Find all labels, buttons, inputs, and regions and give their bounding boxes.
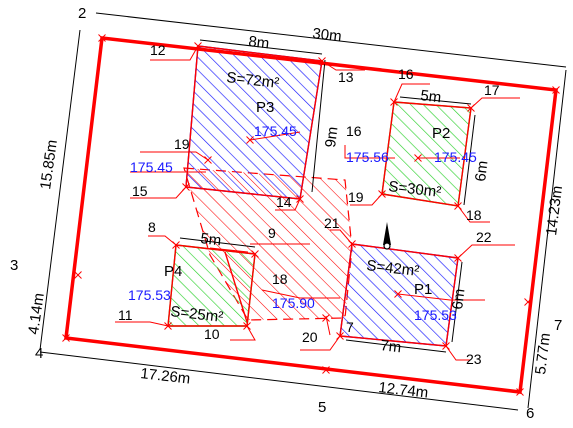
dim-top: 30m xyxy=(312,25,343,45)
point-label-13: 13 xyxy=(338,69,354,85)
point-label-7: 7 xyxy=(346,319,354,335)
elevation-mid: 175.56 xyxy=(346,149,389,165)
point-label-21: 21 xyxy=(324,215,340,231)
point-label-19a: 19 xyxy=(174,136,190,152)
corner-label-6: 6 xyxy=(526,405,534,422)
dim-left: 15.85m xyxy=(37,139,61,191)
point-label-9: 9 xyxy=(268,225,276,241)
point-label-12: 12 xyxy=(150,42,166,58)
elevation-p1: 175.53 xyxy=(414,307,457,323)
leader-lines xyxy=(115,45,520,361)
dim-bottom-right: 12.74m xyxy=(378,379,430,402)
elevation-p4: 175.53 xyxy=(128,287,171,303)
plot-name-p2: P2 xyxy=(432,125,450,142)
dim-bottom-left: 17.26m xyxy=(140,365,192,388)
point-label-16b: 16 xyxy=(346,123,362,139)
elevation-left: 175.45 xyxy=(130,159,173,175)
point-label-23: 23 xyxy=(466,351,482,367)
plot-name-p4: P4 xyxy=(164,263,182,280)
area-p1: S=42m² xyxy=(366,257,421,280)
elevation-p2: 175.45 xyxy=(434,149,477,165)
corner-label-7: 7 xyxy=(554,317,562,334)
dim-p2-depth: 6m xyxy=(472,160,491,183)
point-label-15: 15 xyxy=(132,183,148,199)
dim-right: 14.23m xyxy=(543,185,566,237)
elevation-p3: 175.45 xyxy=(254,123,297,139)
point-label-22: 22 xyxy=(476,229,492,245)
area-p4: S=25m² xyxy=(170,303,225,326)
point-label-14: 14 xyxy=(276,194,292,210)
point-label-10: 10 xyxy=(204,326,220,342)
dim-p1-width: 7m xyxy=(380,337,403,356)
dim-p4-width: 5m xyxy=(200,230,223,249)
area-p2: S=30m² xyxy=(388,178,443,201)
point-label-17: 17 xyxy=(484,82,500,98)
corner-label-4: 4 xyxy=(35,345,43,362)
point-label-19b: 19 xyxy=(348,189,364,205)
corner-label-2: 2 xyxy=(78,5,86,22)
dim-left-lower: 4.14m xyxy=(25,292,48,336)
point-label-16a: 16 xyxy=(398,66,414,82)
dimension-lines xyxy=(39,12,567,411)
dim-p3-width: 8m xyxy=(248,33,271,52)
elevation-center: 175.90 xyxy=(272,295,315,311)
dim-right-lower: 5.77m xyxy=(532,332,554,375)
north-arrow-icon xyxy=(383,222,391,250)
dim-p3-depth: 9m xyxy=(322,126,341,149)
dim-p2-width: 5m xyxy=(420,87,443,106)
point-label-20: 20 xyxy=(302,329,318,345)
point-label-8: 8 xyxy=(148,219,156,235)
area-p3: S=72m² xyxy=(226,69,281,92)
point-label-11: 11 xyxy=(118,307,133,323)
plot-name-p1: P1 xyxy=(414,281,432,298)
point-label-18a: 18 xyxy=(466,207,482,223)
corner-label-3: 3 xyxy=(10,257,18,274)
plot-name-p3: P3 xyxy=(256,99,274,116)
corner-label-5: 5 xyxy=(318,399,326,416)
point-label-18b: 18 xyxy=(272,271,288,287)
dim-p1-depth: 6m xyxy=(449,288,468,311)
